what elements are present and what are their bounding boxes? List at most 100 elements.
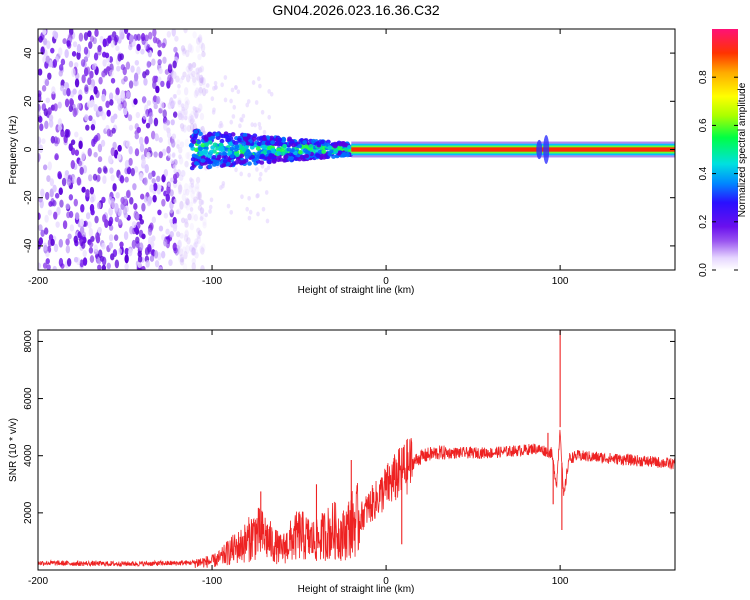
noise-blob [66,87,71,97]
signal-blob [259,155,265,160]
noise-blob [197,34,203,44]
noise-blob [196,227,201,234]
noise-blob [110,39,116,48]
signal-blob [304,153,310,159]
haze-blob [191,118,195,123]
snr-x-ticks: -200 -100 0 100 [28,330,569,587]
signal-blob [241,159,247,164]
signal-blob [234,144,240,149]
noise-blob [105,100,110,109]
haze-blob [167,153,172,158]
noise-blob [68,105,74,113]
noise-blob [185,99,191,106]
signal-blob [229,153,235,159]
spectrogram-y-axis-title: Frequency (Hz) [8,116,19,185]
haze-blob [210,96,215,102]
signal-blob [278,142,284,147]
noise-blob [66,257,72,267]
noise-blob [81,74,86,84]
noise-blob [190,246,195,256]
noise-blob [167,63,173,71]
noise-blob [166,146,171,154]
signal-blob [193,161,199,166]
noise-blob [172,173,178,181]
noise-blob [172,216,177,225]
noise-blob [136,66,141,76]
noise-blob [82,257,88,266]
noise-blob [72,176,77,184]
noise-blob [176,89,181,96]
noise-blob [53,31,59,40]
signal-blob [316,141,322,146]
haze-blob [234,85,238,90]
signal-blob [221,151,227,156]
noise-blob [61,177,67,187]
noise-blob [38,68,43,76]
noise-blob [63,82,69,89]
noise-blob [85,188,90,198]
noise-blob [76,102,82,110]
noise-blob [163,122,168,131]
haze-blob [262,129,267,135]
noise-blob [69,224,75,232]
noise-blob [136,33,141,41]
noise-blob [93,151,98,158]
noise-blob [148,112,154,119]
noise-blob [89,255,95,263]
colorbar-tick-label: 0.8 [698,70,709,84]
noise-blob [106,128,112,137]
noise-blob [77,231,82,239]
signal-blob [211,155,217,160]
haze-blob [173,198,178,204]
noise-blob [52,58,58,68]
noise-blob [187,68,192,76]
signal-blob [345,152,351,158]
noise-blob [192,76,197,84]
noise-blob [146,151,151,159]
noise-blob [176,231,181,238]
noise-blob [151,235,156,242]
haze-blob [256,193,260,198]
noise-blob [105,66,111,72]
noise-blob [101,196,106,204]
noise-blob [124,263,129,270]
noise-blob [90,99,95,107]
noise-blob [197,53,202,61]
colorbar-tick-label: 0.4 [698,166,709,180]
noise-blob [83,46,89,55]
noise-blob [81,186,86,193]
noise-blob [76,51,81,60]
noise-blob [153,182,158,192]
noise-blob [83,32,89,41]
noise-blob [194,238,199,245]
signal-blob [243,151,249,157]
signal-blob [327,152,333,157]
haze-blob [258,125,262,131]
noise-blob [135,212,140,221]
haze-blob [200,208,204,213]
noise-blob [107,35,112,44]
haze-blob [258,176,262,182]
haze-blob [229,209,234,215]
spectrogram-x-tick-label: -200 [28,276,48,287]
snr-x-tick-label: -100 [202,576,222,587]
signal-blob [215,135,221,141]
haze-blob [169,208,174,214]
noise-blob [161,174,166,183]
noise-blob [101,70,106,78]
noise-blob [135,240,141,249]
noise-blob [74,212,80,221]
noise-blob [189,122,195,131]
signal-blob [193,147,199,152]
haze-blob [180,126,185,132]
snr-series-layer [38,330,675,569]
noise-blob [57,171,62,179]
signal-blob [256,141,262,147]
noise-blob [192,77,197,86]
noise-blob [184,197,190,205]
signal-blob [303,144,309,149]
signal-blob [282,158,287,163]
signal-blob [219,146,225,151]
noise-blob [67,233,72,240]
haze-blob [236,89,241,95]
